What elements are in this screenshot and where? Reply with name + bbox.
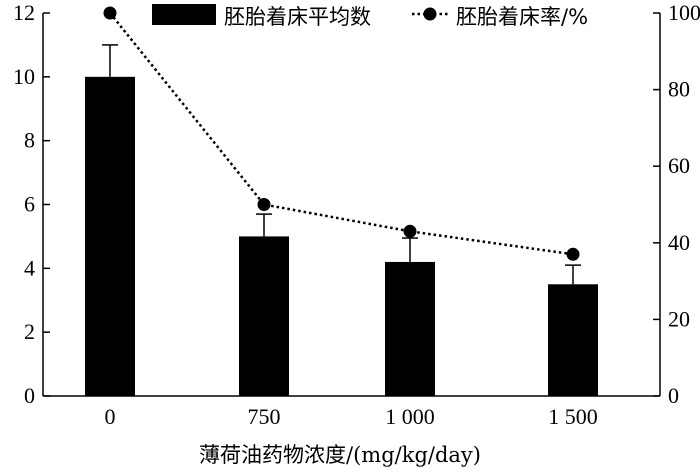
y-right-tick-label-1: 20 (668, 306, 690, 331)
line-point-2 (403, 224, 417, 238)
line-point-3 (566, 247, 580, 261)
y-right-tick-label-4: 80 (668, 77, 690, 102)
y-left-tick-label-1: 2 (24, 319, 35, 344)
x-tick-label-0: 0 (105, 404, 116, 429)
y-left-tick-label-5: 10 (13, 64, 35, 89)
legend-line-marker (423, 7, 437, 21)
series-line-implantation-rate (109, 12, 574, 256)
line-point-1 (257, 198, 271, 211)
y-left-tick-label-4: 8 (24, 128, 35, 153)
y-right-tick-label-5: 100 (668, 0, 700, 25)
bar-0 (85, 76, 135, 396)
y-right-tick-label-2: 40 (668, 230, 690, 255)
x-tick-label-2: 1 000 (385, 404, 435, 429)
error-bars-group (102, 44, 581, 285)
bar-3 (548, 284, 598, 396)
x-tick-label-1: 750 (248, 404, 281, 429)
legend: 胚胎着床平均数 胚胎着床率/% (152, 4, 588, 29)
legend-bar-swatch (152, 4, 216, 25)
y-right-tick-label-3: 60 (668, 153, 690, 178)
x-tick-label-3: 1 500 (548, 404, 598, 429)
y-right-tick-label-0: 0 (668, 383, 679, 408)
bars-group (85, 76, 598, 396)
line-point-0 (103, 6, 117, 20)
axes-group: 0 2 4 6 8 10 12 0 20 40 60 80 100 0 750 1 000 1 500 (13, 0, 700, 429)
bar-1 (239, 236, 289, 396)
y-left-tick-label-0: 0 (24, 383, 35, 408)
legend-bar-label: 胚胎着床平均数 (224, 5, 371, 29)
bar-2 (385, 261, 435, 396)
y-left-tick-label-3: 6 (24, 192, 35, 217)
y-left-tick-label-6: 12 (13, 0, 35, 25)
y-left-tick-label-2: 4 (24, 255, 35, 280)
legend-line-label: 胚胎着床率/% (456, 5, 588, 29)
line-series-group (103, 6, 580, 261)
x-axis-label: 薄荷油药物浓度/(mg/kg/day) (199, 443, 481, 467)
